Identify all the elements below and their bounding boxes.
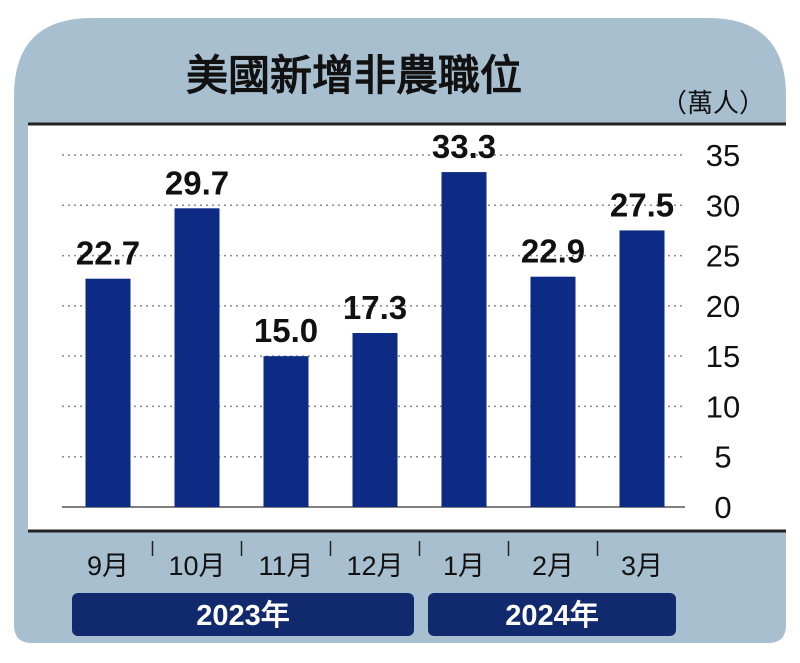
y-tick-label: 15 xyxy=(706,339,740,374)
year-band xyxy=(428,593,676,636)
category-label: 11月 xyxy=(258,551,313,581)
value-label: 22.7 xyxy=(76,235,140,272)
y-tick-label: 0 xyxy=(714,490,731,525)
bar xyxy=(174,208,220,507)
plot-area xyxy=(28,124,786,531)
year-label: 2023年 xyxy=(196,598,290,632)
value-label: 33.3 xyxy=(432,128,496,165)
category-label: 1月 xyxy=(443,551,485,581)
category-label: 10月 xyxy=(168,551,225,581)
bar xyxy=(85,278,131,507)
y-tick-label: 20 xyxy=(706,289,740,324)
y-tick-label: 25 xyxy=(706,239,740,274)
value-label: 15.0 xyxy=(254,312,318,349)
unit-label: （萬人） xyxy=(661,89,765,119)
y-tick-label: 30 xyxy=(706,188,740,223)
value-label: 27.5 xyxy=(610,186,674,223)
category-label: 3月 xyxy=(621,551,663,581)
year-band xyxy=(72,593,414,636)
y-tick-label: 5 xyxy=(714,440,731,475)
bar xyxy=(530,276,576,507)
bar xyxy=(352,333,398,507)
y-tick-label: 35 xyxy=(706,138,740,173)
bars xyxy=(85,172,665,507)
x-axis-categories: 9月 10月 11月 12月 1月 2月 3月 xyxy=(87,541,663,581)
y-axis-ticks: 0 5 10 15 20 25 30 35 xyxy=(706,138,740,525)
bar xyxy=(441,172,487,507)
category-label: 9月 xyxy=(87,551,129,581)
year-label: 2024年 xyxy=(505,598,599,632)
value-label: 22.9 xyxy=(521,233,585,270)
category-label: 2月 xyxy=(532,551,574,581)
bar xyxy=(263,356,309,507)
value-label: 29.7 xyxy=(165,164,229,201)
value-labels: 22.7 29.7 15.0 17.3 33.3 22.9 27.5 xyxy=(76,128,674,349)
y-tick-label: 10 xyxy=(706,389,740,424)
value-label: 17.3 xyxy=(343,289,407,326)
bar xyxy=(619,230,665,507)
year-groups: 2023年 2024年 xyxy=(72,593,676,636)
category-label: 12月 xyxy=(346,551,403,581)
chart-title: 美國新增非農職位 xyxy=(186,51,522,100)
